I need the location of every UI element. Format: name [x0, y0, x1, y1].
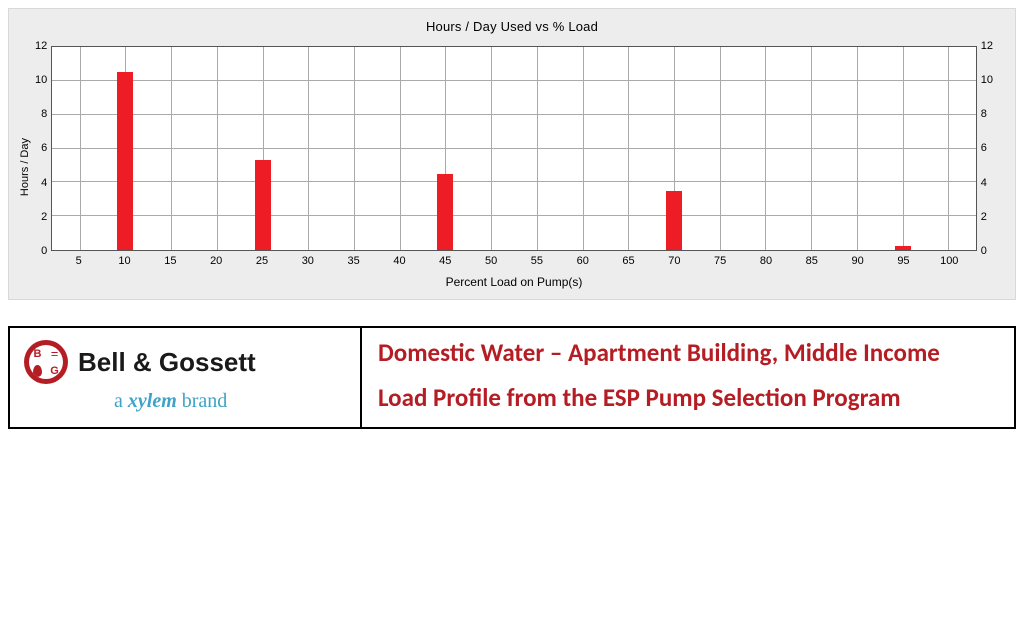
- x-tick: 65: [622, 255, 634, 267]
- tagline-suffix: brand: [177, 390, 228, 412]
- y-axis-label-left: Hours / Day: [19, 46, 31, 289]
- x-axis-label: Percent Load on Pump(s): [51, 275, 977, 289]
- chart-wrap: Hours / Day 121086420 510152025303540455…: [19, 46, 1005, 289]
- gridline-v: [583, 47, 584, 250]
- y-ticks-left: 121086420: [31, 46, 51, 251]
- gridline-v: [80, 47, 81, 250]
- gridline-v: [400, 47, 401, 250]
- gridline-v: [811, 47, 812, 250]
- x-tick: 15: [164, 255, 176, 267]
- x-tick: 5: [76, 255, 82, 267]
- gridline-h: [52, 80, 976, 81]
- x-tick: 30: [302, 255, 314, 267]
- chart-panel: Hours / Day Used vs % Load Hours / Day 1…: [8, 8, 1016, 300]
- gridline-v: [217, 47, 218, 250]
- gridline-v: [537, 47, 538, 250]
- gridline-v: [628, 47, 629, 250]
- plot-area: [51, 46, 977, 251]
- gridline-v: [491, 47, 492, 250]
- tagline-prefix: a: [114, 390, 128, 412]
- gridline-v: [948, 47, 949, 250]
- info-table: B = G Bell & Gossett a xylem brand Domes…: [8, 326, 1016, 429]
- x-tick: 70: [668, 255, 680, 267]
- bar: [895, 246, 911, 250]
- gridline-v: [720, 47, 721, 250]
- brand-tagline: a xylem brand: [114, 390, 227, 413]
- bar: [255, 160, 271, 250]
- bar: [437, 174, 453, 250]
- x-tick: 60: [577, 255, 589, 267]
- chart-title: Hours / Day Used vs % Load: [19, 19, 1005, 34]
- y-ticks-right: 121086420: [977, 46, 997, 251]
- gridline-h: [52, 181, 976, 182]
- x-tick: 85: [806, 255, 818, 267]
- x-tick: 80: [760, 255, 772, 267]
- description-line-1: Domestic Water – Apartment Building, Mid…: [378, 338, 998, 369]
- y-axis-label-text: Hours / Day: [19, 138, 31, 196]
- x-tick: 95: [897, 255, 909, 267]
- gridline-v: [308, 47, 309, 250]
- x-tick: 100: [940, 255, 958, 267]
- x-tick: 55: [531, 255, 543, 267]
- x-tick: 45: [439, 255, 451, 267]
- gridline-v: [354, 47, 355, 250]
- gridline-v: [903, 47, 904, 250]
- brand-logo-row: B = G Bell & Gossett: [24, 340, 256, 384]
- gridline-v: [765, 47, 766, 250]
- x-tick: 50: [485, 255, 497, 267]
- gridline-h: [52, 148, 976, 149]
- bar: [117, 72, 133, 250]
- bar: [666, 191, 682, 250]
- x-tick: 90: [852, 255, 864, 267]
- x-tick: 40: [393, 255, 405, 267]
- x-tick: 10: [118, 255, 130, 267]
- gridline-v: [857, 47, 858, 250]
- gridline-h: [52, 215, 976, 216]
- x-tick: 75: [714, 255, 726, 267]
- description-cell: Domestic Water – Apartment Building, Mid…: [362, 328, 1014, 427]
- description-line-2: Load Profile from the ESP Pump Selection…: [378, 383, 998, 414]
- plot-column: 5 10 15 20 25 30 35 40 45 50 55 60 65 70 75 80 85 90 95 100…: [51, 46, 977, 289]
- brand-badge-icon: B = G: [24, 340, 68, 384]
- gridline-v: [171, 47, 172, 250]
- x-tick: 20: [210, 255, 222, 267]
- x-ticks: 5 10 15 20 25 30 35 40 45 50 55 60 65 70 75 80 85 90 95 100: [51, 255, 977, 271]
- gridline-h: [52, 114, 976, 115]
- tagline-em: xylem: [128, 390, 177, 412]
- brand-cell: B = G Bell & Gossett a xylem brand: [10, 328, 362, 427]
- brand-name: Bell & Gossett: [78, 347, 256, 378]
- x-tick: 25: [256, 255, 268, 267]
- x-tick: 35: [348, 255, 360, 267]
